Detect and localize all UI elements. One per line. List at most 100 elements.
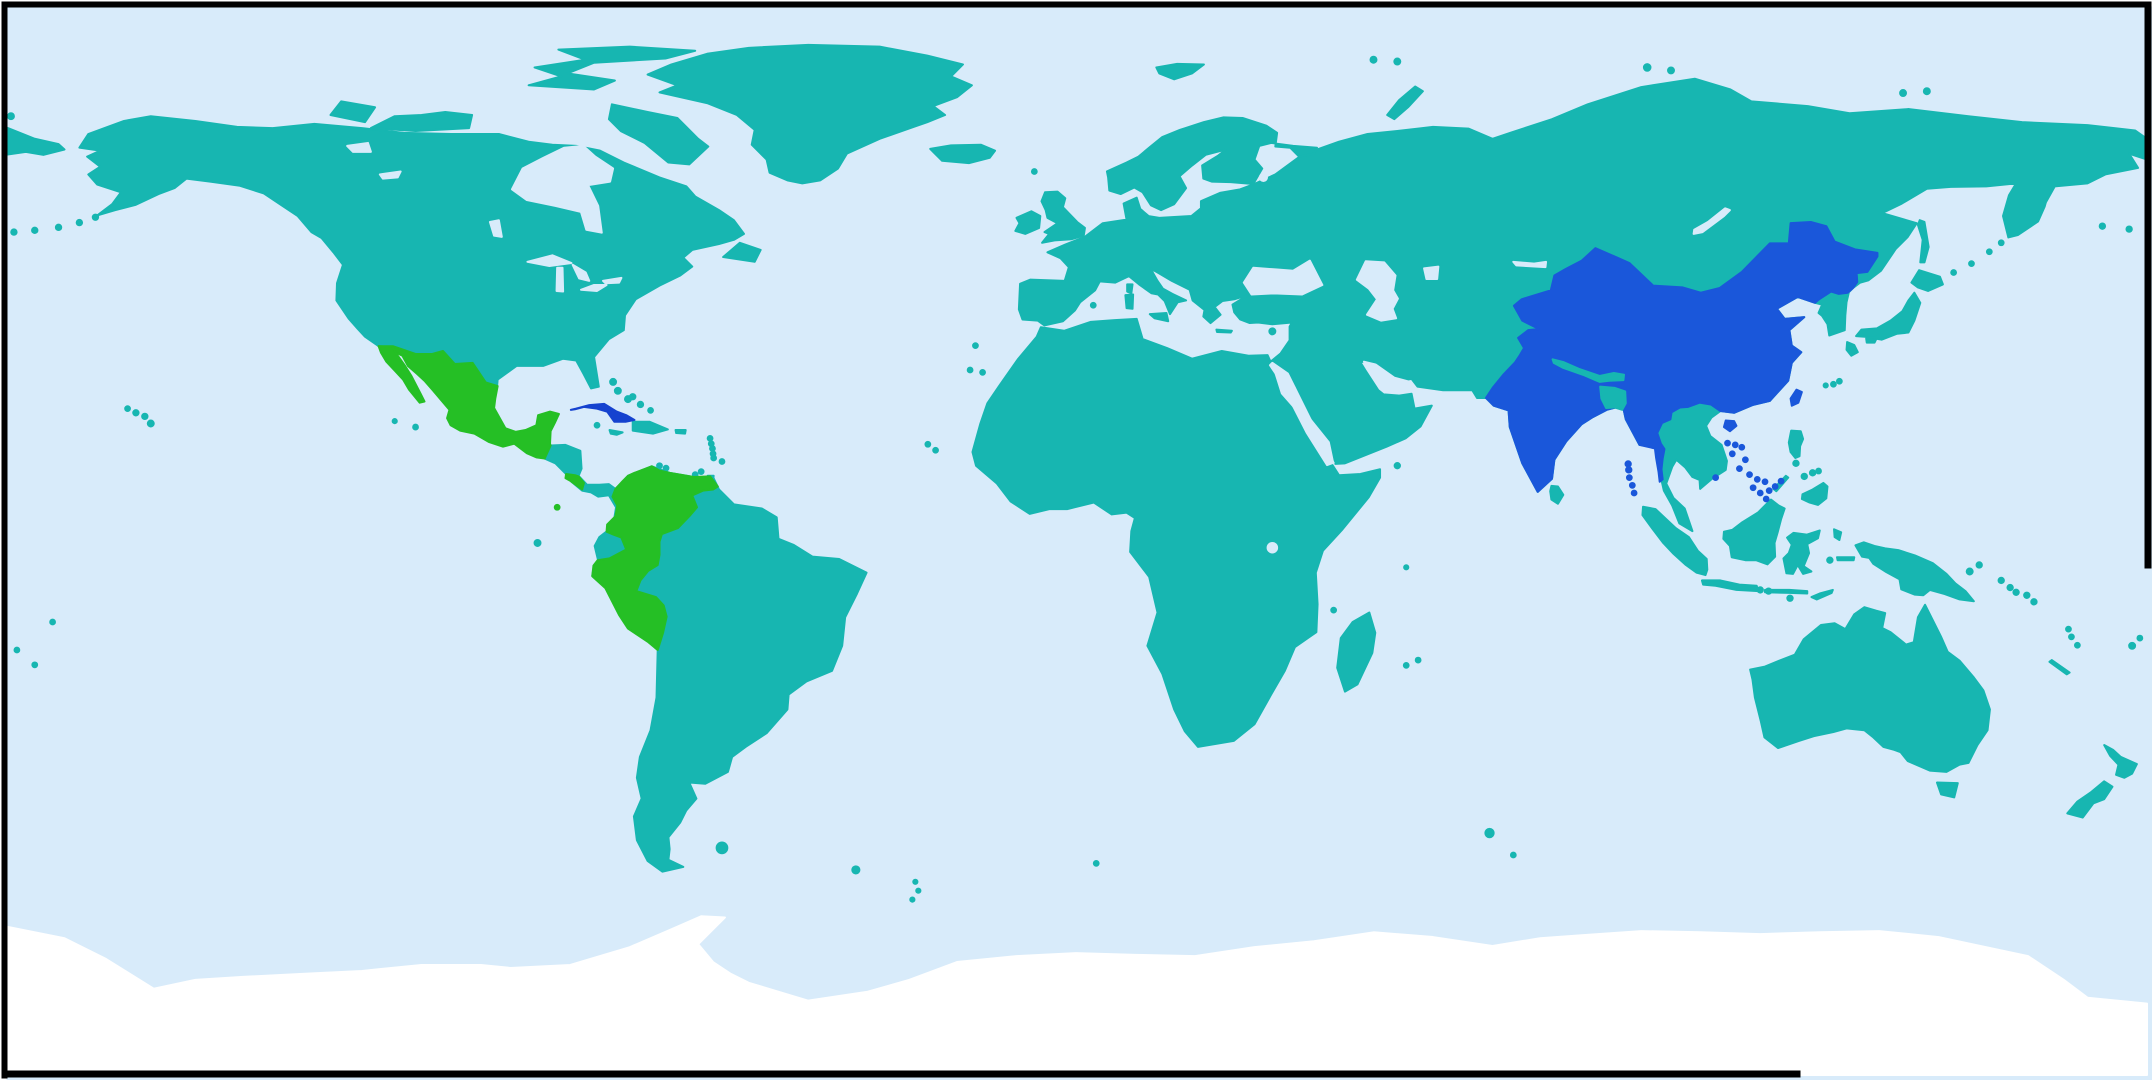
island-dot-new-siberian (1900, 90, 1906, 96)
region-bangladesh-teal (1600, 387, 1626, 410)
great-slave-lake (380, 171, 401, 178)
island-shikoku (1866, 337, 1877, 343)
region-taiwan (1791, 390, 1802, 406)
island-dot-visayas (1802, 474, 1807, 479)
island-ireland (1015, 211, 1040, 234)
landmass-africa (972, 319, 1380, 747)
lakes-group (347, 143, 1730, 553)
caspian-sea (1357, 261, 1398, 320)
region-baja-california (379, 346, 425, 402)
island-dot-wrangel (8, 113, 14, 119)
island-dot-socotra (1395, 463, 1400, 468)
lake-winnipeg (490, 220, 502, 237)
red-sea (1270, 363, 1334, 465)
island-sri-lanka (1550, 486, 1563, 504)
region-hainan (1724, 421, 1736, 432)
island-banks (330, 101, 375, 122)
island-dot-vanuatu (2066, 627, 2071, 632)
map-frame-left (1, 1, 8, 1079)
lake-superior (527, 255, 571, 266)
island-new-zealand-south (2067, 781, 2112, 817)
island-dot-revillagigedo (413, 425, 418, 430)
island-dot-bismarck (1967, 569, 1973, 575)
island-new-zealand-north (2104, 745, 2137, 778)
island-new-guinea (1855, 542, 1973, 601)
island-halmahera (1834, 529, 1841, 540)
island-madagascar (1337, 613, 1375, 692)
great-bear-lake (347, 143, 371, 152)
lake-ladoga (1260, 174, 1267, 181)
island-seram (1837, 557, 1854, 560)
island-dot-hawaii (148, 421, 154, 427)
region-colombia-venezuela-peru (592, 466, 718, 650)
island-newfoundland (723, 243, 760, 262)
lake-balkhash (1513, 262, 1546, 267)
island-hispaniola (633, 422, 668, 434)
landmass-australia (1750, 605, 1990, 772)
island-dot-andaman (1625, 461, 1630, 466)
island-great-britain (1041, 192, 1084, 243)
region-nepal-bhutan-teal (1553, 359, 1624, 382)
island-luzon (1789, 431, 1803, 458)
island-puerto-rico (676, 430, 686, 434)
lake-baikal (1694, 208, 1730, 234)
island-dot-falklands (717, 843, 728, 854)
island-victoria (371, 112, 472, 131)
island-sardinia (1125, 295, 1133, 309)
island-dot-severnaya (1644, 64, 1651, 71)
island-iceland (930, 145, 995, 163)
map-frame-bottom (1, 1070, 1801, 1078)
island-dot-bouvet (1094, 861, 1099, 866)
island-sumatra (1642, 507, 1707, 575)
island-dot-cape-verde (933, 448, 938, 453)
island-honshu (1856, 293, 1920, 340)
island-tasmania (1937, 783, 1958, 798)
island-dot-samoa-tonga (50, 620, 55, 625)
hudson-bay (512, 146, 613, 233)
island-dot-franz-josef (1371, 57, 1377, 63)
island-dots-group (8, 57, 2142, 902)
island-dot-cyprus (1269, 328, 1275, 334)
island-dot-solomons (2007, 585, 2012, 590)
island-dot-kuril (1951, 270, 1956, 275)
landmass-antarctica (5, 916, 2147, 1075)
lake-ontario (603, 278, 621, 283)
lake-victoria (1268, 543, 1278, 553)
map-frame-right (2144, 1, 2152, 569)
lake-huron (573, 265, 590, 281)
island-dot-mauritius (1416, 658, 1421, 663)
landmass-chukotka-wrap (5, 127, 64, 155)
island-flores-chain (1765, 590, 1807, 594)
island-mindanao (1802, 483, 1828, 505)
island-hokkaido (1911, 270, 1943, 291)
island-dot-lesser-antilles (708, 436, 713, 441)
island-sakhalin (1918, 220, 1929, 262)
island-jamaica (610, 430, 623, 435)
region-mexico-guatemala-belize (379, 346, 559, 458)
island-dot-kerguelen (1485, 829, 1493, 837)
island-timor (1811, 590, 1832, 600)
island-dot-aleutians (11, 229, 16, 234)
island-dot-bali (1758, 587, 1763, 592)
island-sulawesi (1783, 530, 1819, 573)
island-sicily (1150, 313, 1168, 321)
south-china-sea-island-dots (1625, 441, 1783, 502)
island-svalbard (1156, 64, 1204, 79)
island-corsica (1127, 284, 1132, 293)
island-new-caledonia (2049, 660, 2069, 674)
island-kyushu (1847, 342, 1858, 356)
island-dot-faroe (1032, 169, 1037, 174)
island-dot-ryukyu (1837, 379, 1842, 384)
black-sea (1244, 261, 1323, 295)
island-dot-cocos-green (555, 505, 560, 510)
island-crete (1216, 330, 1231, 333)
persian-gulf (1364, 362, 1410, 387)
landmass-scandinavia (1107, 117, 1317, 210)
region-cuba (571, 404, 635, 422)
island-dot-comoros (1331, 608, 1336, 613)
island-dot-south-georgia (852, 866, 859, 873)
map-frame-top (1, 1, 2152, 8)
region-india-china-myanmar (1486, 222, 1878, 492)
aral-sea (1424, 267, 1438, 279)
